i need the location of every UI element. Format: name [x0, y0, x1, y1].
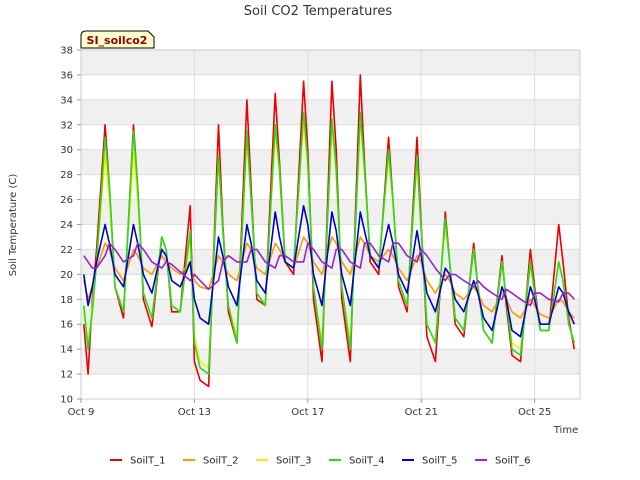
y-tick-label: 14: [60, 345, 73, 356]
y-tick-label: 30: [60, 145, 73, 156]
series-layer: [83, 74, 576, 388]
x-axis-label: Time: [553, 425, 578, 436]
chart-title: Soil CO2 Temperatures: [244, 4, 393, 19]
series-line-soilt-4: [83, 111, 576, 375]
x-tick-label: Oct 9: [68, 407, 95, 418]
legend: SoilT_1 SoilT_2 SoilT_3 SoilT_4 SoilT_5 SoilT…: [110, 456, 531, 467]
y-tick-label: 28: [60, 170, 73, 181]
plot-band: [81, 299, 580, 325]
y-tick-label: 12: [60, 370, 73, 381]
legend-label: SoilT_4: [349, 456, 385, 467]
y-tick-label: 18: [60, 295, 73, 306]
y-tick-label: 20: [60, 270, 73, 281]
x-tick-label: Oct 25: [518, 407, 551, 418]
station-badge-label: SI_soilco2: [87, 34, 148, 47]
plot-band: [81, 249, 580, 275]
legend-item-soilt-6: SoilT_6: [475, 456, 531, 467]
legend-label: SoilT_1: [130, 456, 166, 467]
legend-item-soilt-4: SoilT_4: [329, 456, 385, 467]
x-tick-label: Oct 17: [291, 407, 324, 418]
y-tick-label: 36: [60, 70, 73, 81]
legend-item-soilt-3: SoilT_3: [256, 456, 312, 467]
y-tick-label: 32: [60, 120, 73, 131]
y-tick-label: 22: [60, 245, 73, 256]
y-axis-label: Soil Temperature (C): [8, 174, 19, 277]
y-tick-label: 24: [60, 220, 73, 231]
series-line-soilt-5: [83, 205, 576, 338]
series-line-soilt-6: [83, 242, 575, 307]
plot-band: [81, 349, 580, 375]
legend-label: SoilT_6: [495, 456, 531, 467]
legend-item-soilt-5: SoilT_5: [402, 456, 458, 467]
plot-band: [81, 50, 580, 75]
y-tick-label: 10: [60, 395, 73, 406]
legend-label: SoilT_2: [203, 456, 239, 467]
axes: 10 12 14 16 18 20 22 24 26 28 30 32 34 36 38 Oct 9 Oct 1…: [60, 46, 581, 418]
station-badge: SI_soilco2: [80, 30, 155, 49]
x-tick-label: Oct 21: [405, 407, 438, 418]
legend-item-soilt-2: SoilT_2: [183, 456, 239, 467]
legend-label: SoilT_5: [422, 456, 458, 467]
y-tick-label: 26: [60, 195, 73, 206]
station-badge-box: [80, 30, 155, 49]
y-tick-label: 34: [60, 95, 73, 106]
legend-label: SoilT_3: [276, 456, 312, 467]
legend-item-soilt-1: SoilT_1: [110, 456, 166, 467]
x-tick-label: Oct 13: [178, 407, 211, 418]
y-tick-label: 38: [60, 46, 73, 57]
y-tick-label: 16: [60, 320, 73, 331]
